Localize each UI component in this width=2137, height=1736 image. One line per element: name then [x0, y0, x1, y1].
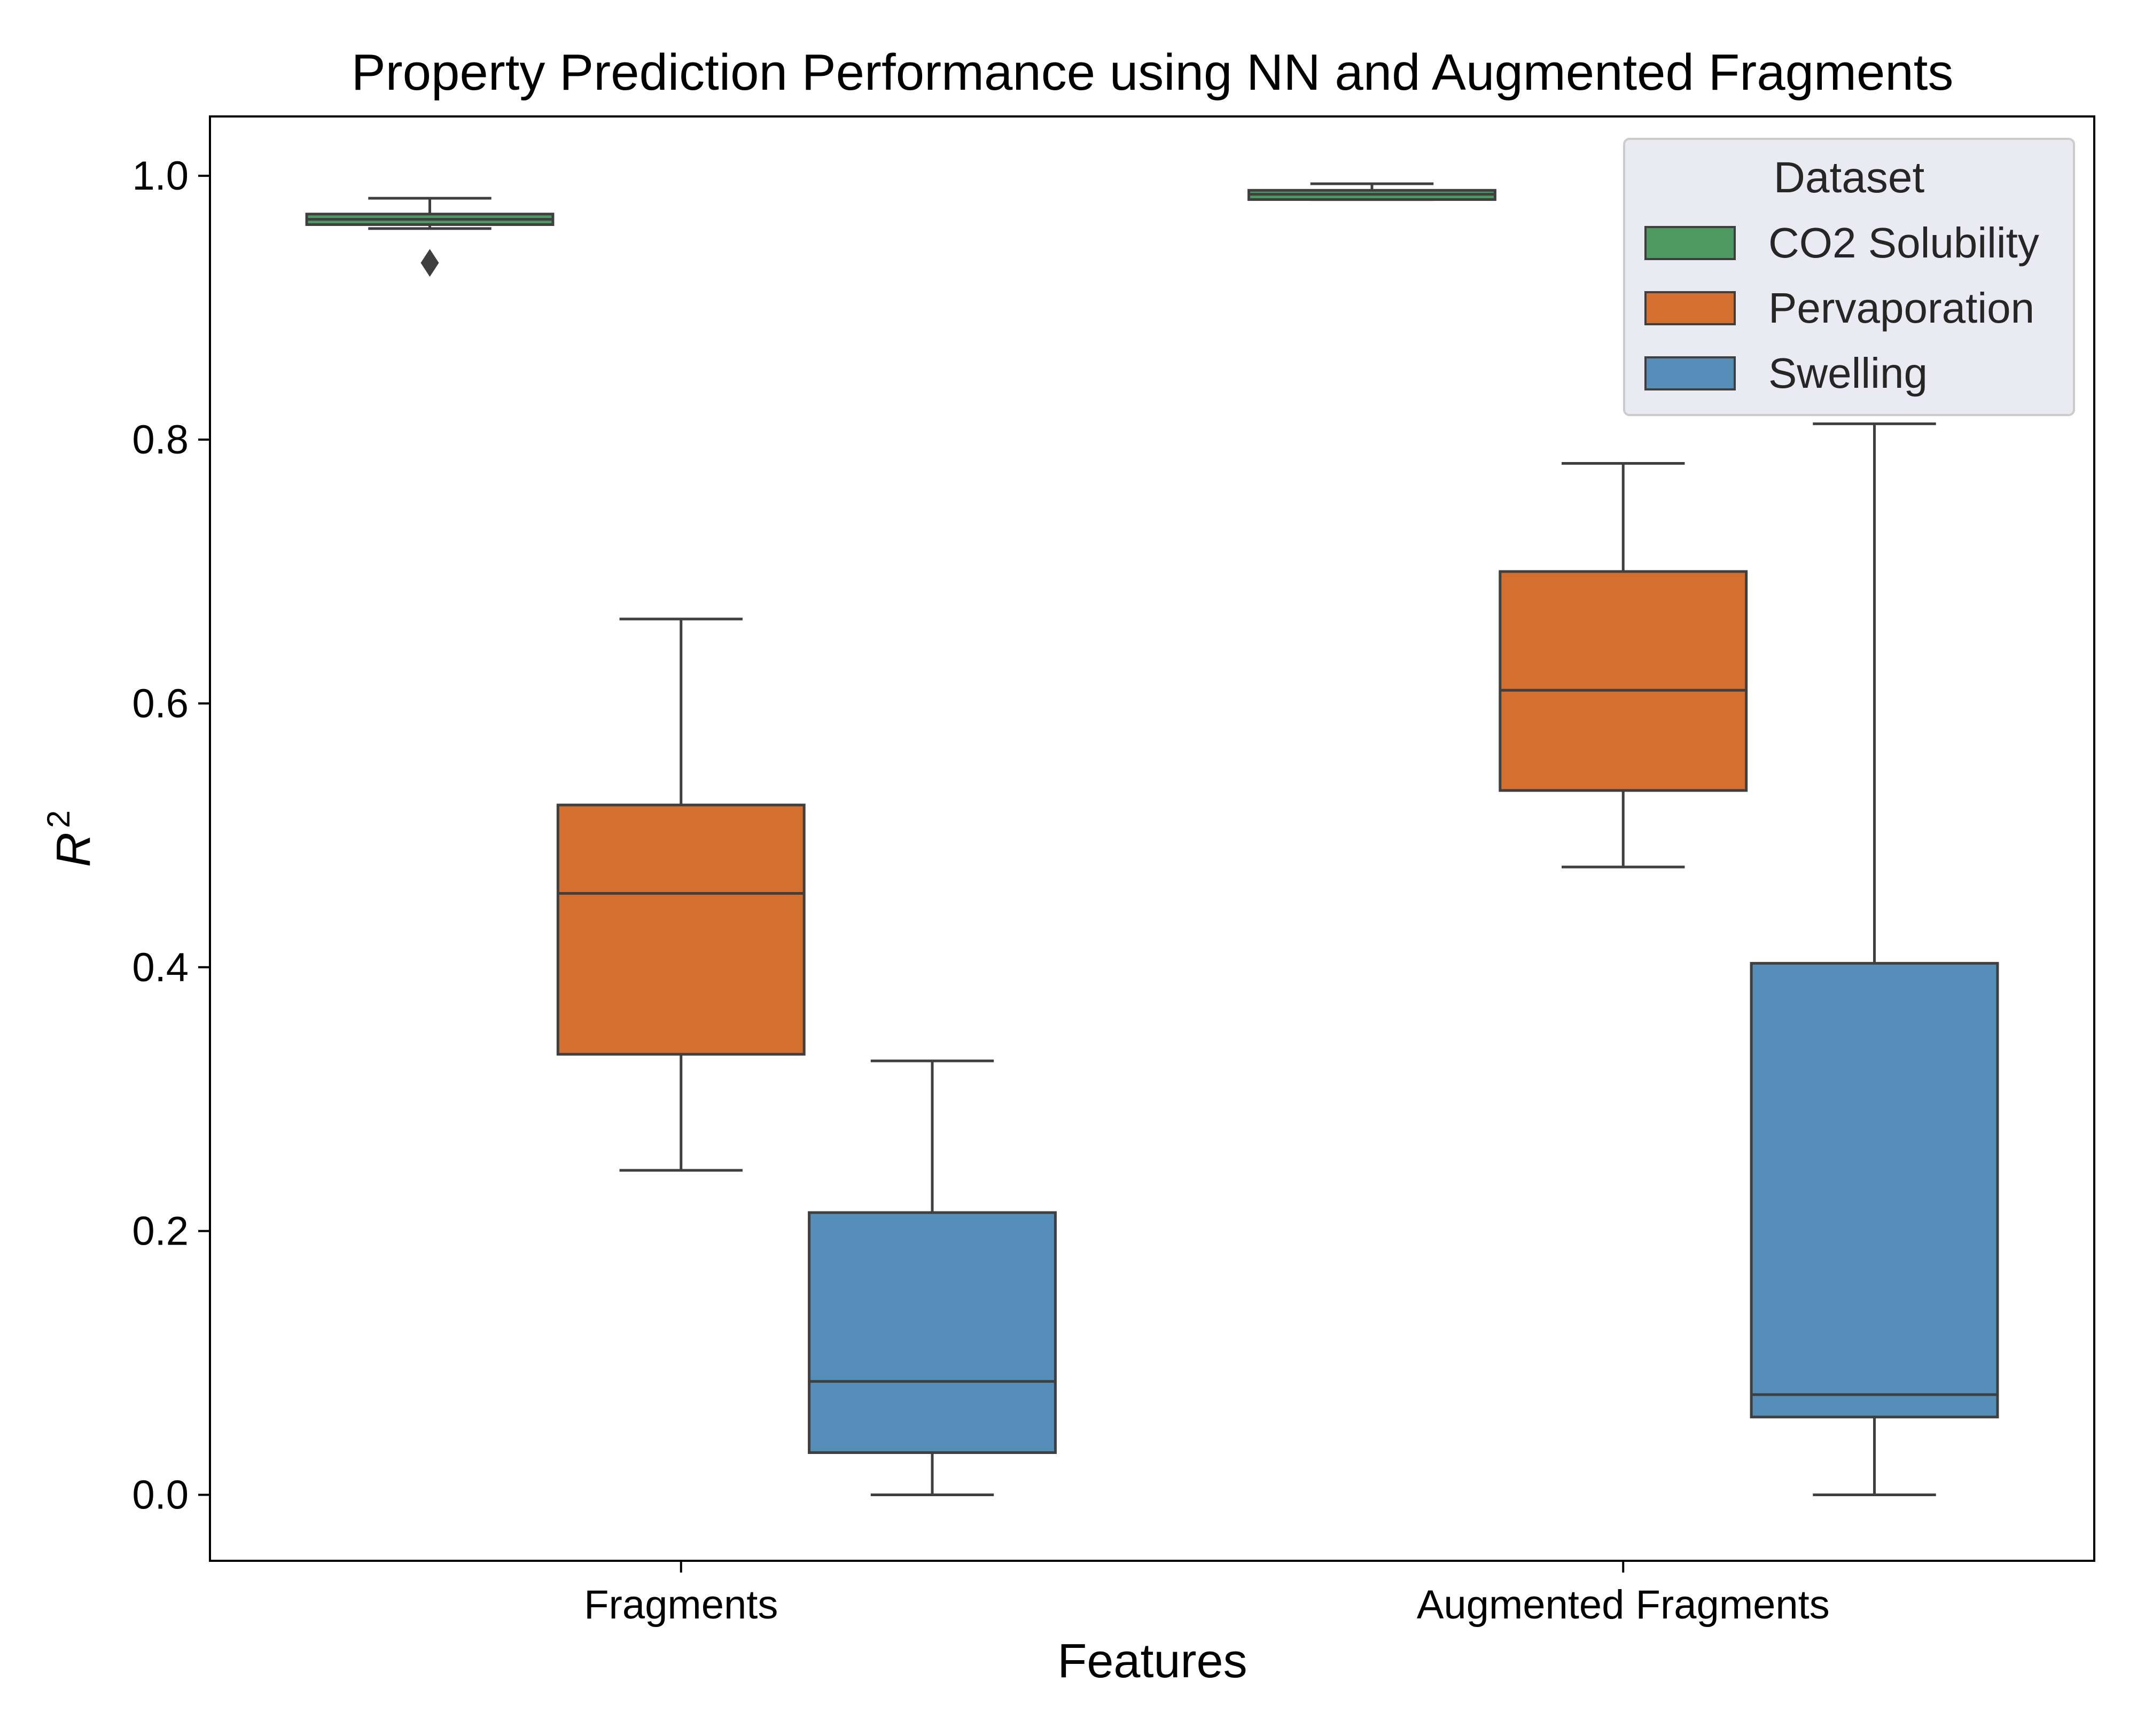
x-tick-label: Fragments	[584, 1582, 778, 1628]
box-0-1	[1247, 182, 1496, 201]
y-tick-label: 1.0	[132, 153, 189, 199]
box-1-0	[556, 617, 806, 1172]
y-tick-label: 0.0	[132, 1473, 189, 1518]
legend-title: Dataset	[1774, 153, 1925, 202]
legend-swatch	[1644, 291, 1736, 325]
legend-label: CO2 Solubility	[1768, 219, 2039, 267]
box-0-0	[305, 197, 555, 277]
legend-entries: CO2 Solubility Pervaporation Swelling	[1644, 219, 2039, 397]
y-tick-label: 0.4	[132, 945, 189, 990]
legend-label: Swelling	[1768, 349, 1928, 397]
box-body	[556, 803, 806, 1056]
outlier-point	[420, 249, 439, 277]
legend-swatch	[1644, 226, 1736, 260]
y-axis-label-superscript: 2	[41, 810, 76, 828]
x-axis: Fragments Augmented Fragments	[584, 1561, 1830, 1628]
legend-entry: Pervaporation	[1644, 284, 2034, 332]
legend-swatch	[1644, 356, 1736, 390]
y-tick-label: 0.2	[132, 1209, 189, 1254]
x-tick-label: Augmented Fragments	[1417, 1582, 1830, 1628]
y-axis-label: R2	[41, 810, 100, 867]
legend-entry: CO2 Solubility	[1644, 219, 2039, 267]
y-axis: 0.0 0.2 0.4 0.6 0.8 1.0	[132, 153, 210, 1518]
legend-frame	[1623, 138, 2075, 416]
y-axis-label-main: R	[47, 832, 100, 867]
box-body	[1499, 570, 1748, 792]
legend: Dataset CO2 Solubility Pervaporation Swell…	[1623, 138, 2075, 416]
box-body	[1750, 961, 1999, 1419]
legend-entry: Swelling	[1644, 349, 1928, 397]
plot-area	[305, 182, 1999, 1497]
box-2-1	[1750, 422, 1999, 1497]
y-tick-label: 0.8	[132, 417, 189, 463]
box-2-0	[808, 1059, 1057, 1497]
plot-frame	[209, 115, 2095, 1562]
box-body	[808, 1211, 1057, 1455]
box-1-1	[1499, 462, 1748, 869]
legend-label: Pervaporation	[1768, 284, 2034, 332]
chart-title: Property Prediction Performance using NN…	[352, 44, 1954, 101]
x-axis-label: Features	[1057, 1635, 1247, 1688]
y-tick-label: 0.6	[132, 681, 189, 726]
